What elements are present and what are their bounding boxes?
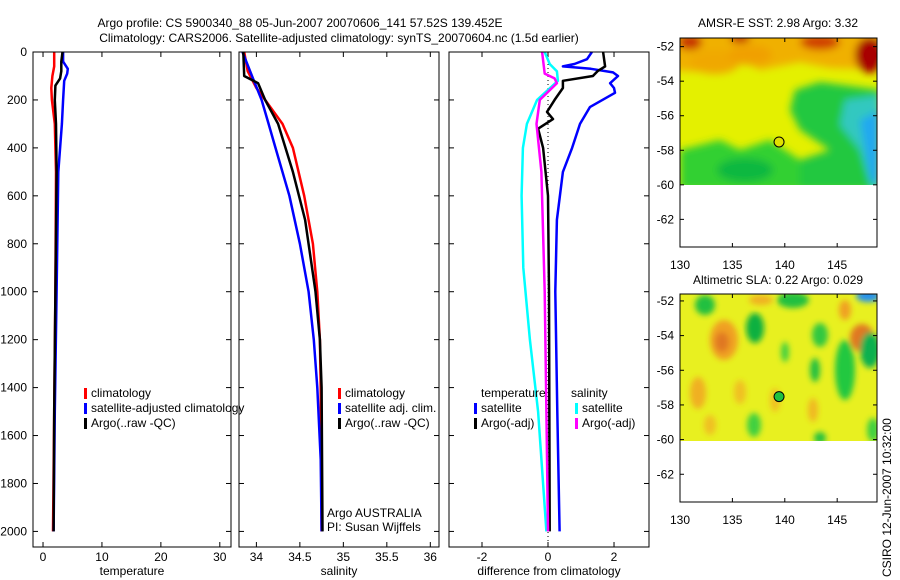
x-tick-label: -2 <box>477 550 488 564</box>
x-tick-label: 34.5 <box>288 550 312 564</box>
profile-panels: 0 10 20 30020040060080010001200140016001800… <box>0 45 650 578</box>
figure-title-line1: Argo profile: CS 5900340_88 05-Jun-2007 … <box>98 16 503 30</box>
series-line-argo-raw-qc- <box>242 51 324 532</box>
legend-heading: salinity <box>571 386 608 400</box>
map-lon-label: 135 <box>722 258 742 272</box>
legend-swatch <box>84 388 87 399</box>
legend-label: Argo(..raw -QC) <box>91 416 176 430</box>
panel-salinity: 34 34.5 35 35.5 36 salinity climatologysatelli… <box>238 51 440 578</box>
operator-annotation: PI: Susan Wijffels <box>327 520 421 534</box>
y-tick-label: 1200 <box>0 333 27 347</box>
panel-axes-frame <box>238 51 440 548</box>
panel-temperature: 0 10 20 30 0 200 400 600 800 1000 1200 1400 1600 1800… <box>0 45 244 578</box>
x-tick-label: 10 <box>95 550 109 564</box>
x-tick-label: 35.5 <box>375 550 399 564</box>
y-tick-label: 1000 <box>0 285 27 299</box>
x-axis-label: difference from climatology <box>477 564 620 578</box>
legend-label: satellite adj. clim. <box>345 401 436 415</box>
map-lat-label: -56 <box>657 363 675 377</box>
map-lon-label: 140 <box>775 258 795 272</box>
y-tick-label: 2000 <box>0 524 27 538</box>
y-tick-label: 1400 <box>0 381 27 395</box>
map-lat-label: -60 <box>657 433 675 447</box>
map-lon-label: 130 <box>670 258 690 272</box>
sst-argo-marker <box>773 136 785 148</box>
legend-label: Argo(-adj) <box>582 416 635 430</box>
map-ticks: 130 135 140 145 -52 -54 -56 -58 -60 -62 130 135 140 1… <box>657 38 877 527</box>
x-axis-label: temperature <box>100 564 165 578</box>
series-line-climatology <box>242 51 323 532</box>
series-line-argo-raw-qc- <box>52 51 64 532</box>
legend-swatch <box>474 403 477 414</box>
legend-heading: temperature <box>481 386 546 400</box>
map-lon-label: 145 <box>827 258 847 272</box>
legend-swatch <box>84 418 87 429</box>
y-tick-label: 0 <box>20 45 27 59</box>
series-line-temperature-satellite <box>554 51 620 532</box>
x-axis-label: salinity <box>321 564 358 578</box>
operator-annotation: Argo AUSTRALIA <box>327 506 422 520</box>
map-lat-label: -52 <box>657 40 675 54</box>
y-tick-label: 1600 <box>0 429 27 443</box>
sst-map-field <box>680 38 877 185</box>
legend-swatch <box>338 418 341 429</box>
map-lon-label: 130 <box>670 513 690 527</box>
x-tick-label: 30 <box>213 550 227 564</box>
x-tick-label: 35 <box>337 550 351 564</box>
map-lat-label: -56 <box>657 109 675 123</box>
map-lat-label: -62 <box>657 212 675 226</box>
legend-label: satellite <box>481 401 522 415</box>
panel-axes-frame <box>32 51 232 548</box>
figure-title-line2: Climatology: CARS2006. Satellite-adjuste… <box>99 31 579 45</box>
map-lon-label: 140 <box>775 513 795 527</box>
y-tick-label: 600 <box>7 189 27 203</box>
legend-swatch <box>575 418 578 429</box>
map-lat-label: -54 <box>657 329 675 343</box>
sla-map-axes <box>679 293 878 503</box>
panel-axes-frame <box>448 51 650 548</box>
csiro-timestamp: CSIRO 12-Jun-2007 10:32:00 <box>880 418 894 577</box>
x-tick-label: 0 <box>545 550 552 564</box>
sla-map-title: Altimetric SLA: 0.22 Argo: 0.029 <box>693 273 863 287</box>
legend-swatch <box>474 418 477 429</box>
x-tick-label: 0 <box>40 550 47 564</box>
map-lat-label: -58 <box>657 143 675 157</box>
legend-label: Argo(..raw -QC) <box>345 416 430 430</box>
x-tick-label: 36 <box>424 550 438 564</box>
x-tick-label: 34 <box>250 550 264 564</box>
legend-swatch <box>575 403 578 414</box>
map-lat-label: -58 <box>657 398 675 412</box>
sla-map-field <box>680 294 877 441</box>
legend-label: Argo(-adj) <box>481 416 534 430</box>
series-line-temperature-argo-adj- <box>536 51 607 532</box>
x-tick-label: 2 <box>611 550 618 564</box>
legend-label: climatology <box>345 386 405 400</box>
legend-label: satellite <box>582 401 623 415</box>
sla-argo-marker <box>773 391 785 403</box>
legend-label: satellite-adjusted climatology <box>91 401 244 415</box>
x-tick-label: 20 <box>154 550 168 564</box>
map-lat-label: -62 <box>657 467 675 481</box>
sst-map-title: AMSR-E SST: 2.98 Argo: 3.32 <box>698 16 858 30</box>
legend-swatch <box>84 403 87 414</box>
series-line-salinity-satellite <box>520 51 560 532</box>
y-tick-label: 1800 <box>0 476 27 490</box>
legend-label: climatology <box>91 386 151 400</box>
series-line-salinity-argo-adj- <box>535 51 559 532</box>
y-tick-label: 800 <box>7 237 27 251</box>
y-tick-label: 200 <box>7 93 27 107</box>
legend-swatch <box>338 388 341 399</box>
map-lat-label: -52 <box>657 294 675 308</box>
legend-swatch <box>338 403 341 414</box>
map-lat-label: -60 <box>657 178 675 192</box>
map-lon-label: 135 <box>722 513 742 527</box>
map-lon-label: 145 <box>827 513 847 527</box>
series-line-satellite-adj-clim- <box>241 51 323 532</box>
y-tick-label: 400 <box>7 141 27 155</box>
sst-map-axes <box>679 37 878 248</box>
map-lat-label: -54 <box>657 74 675 88</box>
